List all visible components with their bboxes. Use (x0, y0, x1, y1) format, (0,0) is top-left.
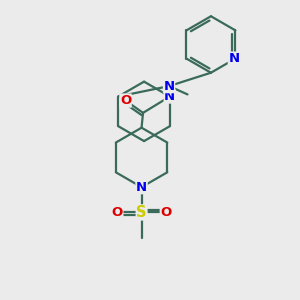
Text: O: O (112, 206, 123, 219)
Text: N: N (228, 52, 239, 65)
Text: S: S (136, 205, 147, 220)
Text: N: N (164, 80, 175, 93)
Text: O: O (160, 206, 172, 219)
Text: N: N (136, 181, 147, 194)
Text: N: N (164, 90, 176, 103)
Text: O: O (120, 94, 131, 107)
